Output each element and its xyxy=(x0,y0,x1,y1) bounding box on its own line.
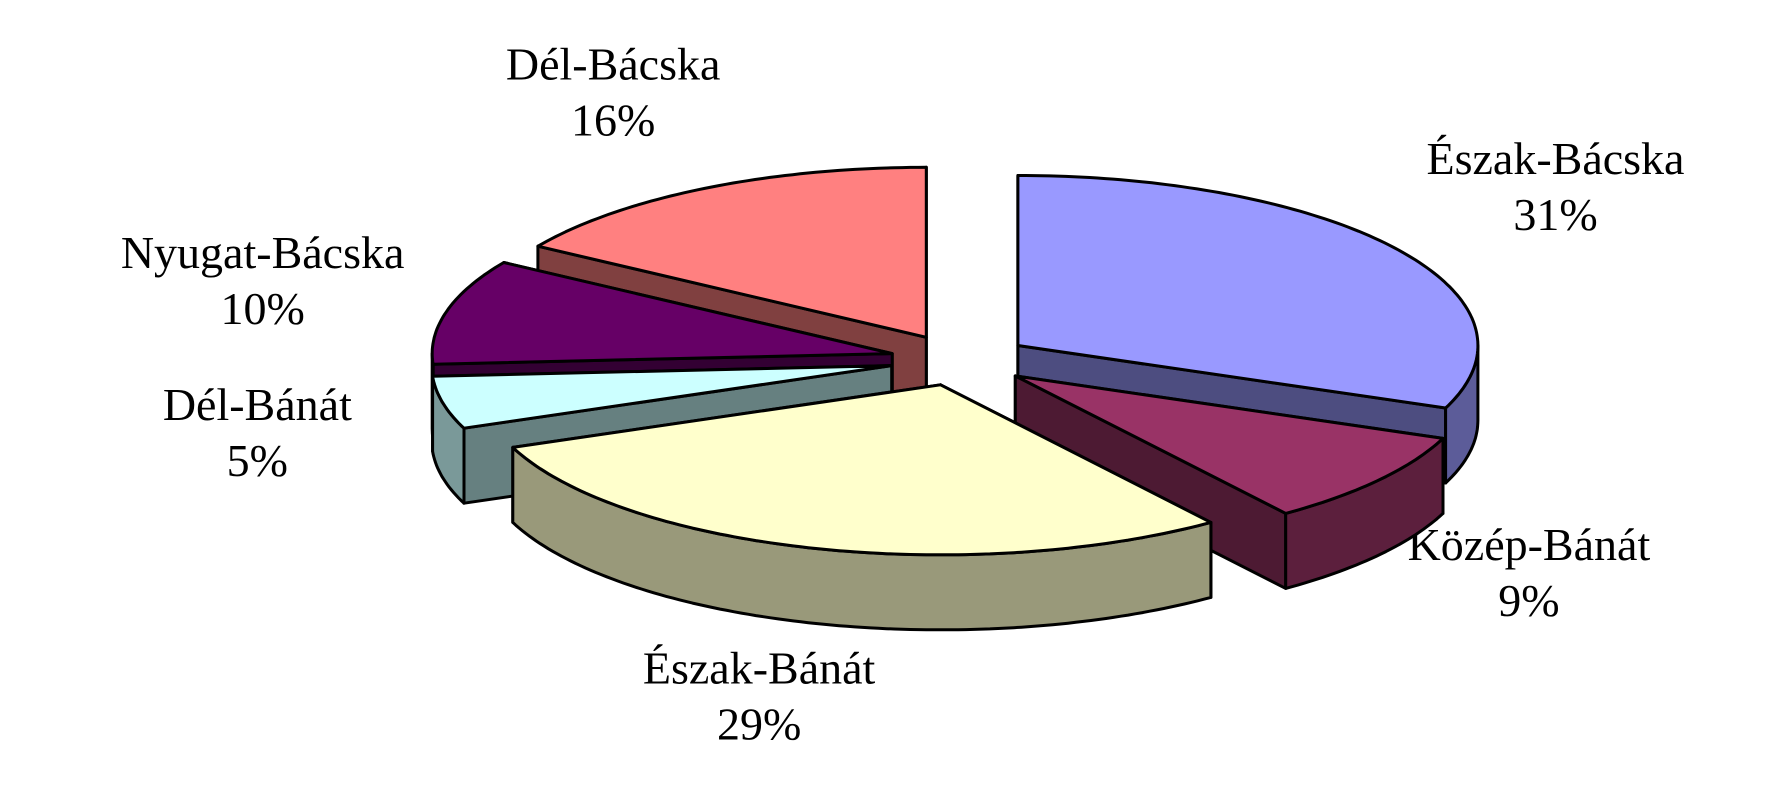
slice-label: Dél-Bánát xyxy=(163,379,352,430)
slice-top xyxy=(1016,174,1480,410)
slice-value-label: 31% xyxy=(1513,189,1597,240)
slice-top xyxy=(511,383,1213,557)
slice-top xyxy=(431,364,894,430)
slice-top xyxy=(430,261,894,366)
slice-label: Dél-Bácska xyxy=(506,39,721,90)
slice-top xyxy=(536,165,928,339)
slice-value-label: 9% xyxy=(1498,575,1559,626)
slice-label: Észak-Bánát xyxy=(643,642,876,693)
slice-label: Közép-Bánát xyxy=(1408,519,1651,570)
slice xyxy=(511,383,1213,632)
slice-value-label: 5% xyxy=(227,435,288,486)
slice xyxy=(1013,374,1445,590)
slice-label: Észak-Bácska xyxy=(1426,133,1684,184)
slice-value-label: 29% xyxy=(717,698,801,749)
slice-value-label: 10% xyxy=(220,283,304,334)
slice-value-label: 16% xyxy=(571,95,655,146)
slice-label: Nyugat-Bácska xyxy=(121,227,405,278)
slice-top xyxy=(1013,374,1445,515)
